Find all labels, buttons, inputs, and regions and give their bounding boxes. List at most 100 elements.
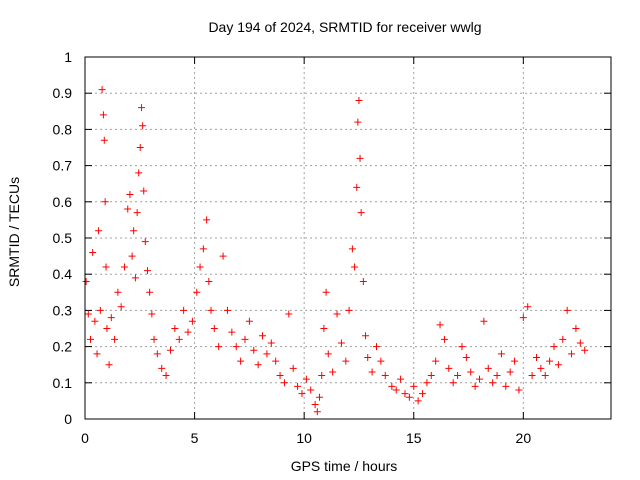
data-point [203,216,211,224]
data-point [423,379,431,387]
x-tick-label: 15 [406,430,422,446]
data-point [245,317,253,325]
data-point [550,343,558,351]
data-point [111,335,119,343]
data-point [153,350,161,358]
plot-frame [84,56,612,420]
data-point [89,248,97,256]
data-point [215,343,223,351]
data-point [124,205,132,213]
data-point [184,328,192,336]
data-point [563,306,571,314]
data-point [276,372,284,380]
data-point [82,277,90,285]
data-point [146,288,154,296]
data-point [436,321,444,329]
data-point [150,335,158,343]
data-point [171,325,179,332]
y-tick-label: 0.9 [53,85,73,101]
data-point [467,368,475,376]
data-point [126,191,134,199]
data-point [91,317,99,325]
x-tick-label: 10 [296,430,312,446]
data-point [392,386,400,394]
data-point [497,350,505,358]
data-point [272,357,280,365]
x-axis-label: GPS time / hours [291,458,398,474]
data-point [133,209,141,217]
data-point [357,209,365,217]
data-point [143,267,151,275]
data-point [342,357,350,365]
data-point [515,386,523,394]
y-tick-label: 0.3 [53,302,73,318]
data-point [298,390,306,398]
data-point [401,390,409,398]
data-point [546,357,554,365]
data-point [333,310,341,318]
data-point [322,288,330,296]
data-point [432,357,440,365]
data-point [148,310,156,318]
data-point [139,122,147,130]
y-tick-label: 0.2 [53,339,73,355]
data-point [368,368,376,376]
data-point [263,350,271,358]
data-point [337,339,345,347]
data-point [228,328,236,336]
data-point [166,346,174,354]
data-point [362,332,370,340]
data-point [524,303,532,311]
data-point [568,350,576,358]
data-point [528,372,536,380]
data-point [576,339,584,347]
data-point [348,245,356,253]
data-point [199,245,207,253]
data-point [397,375,405,383]
data-point [489,379,497,387]
data-point [462,353,470,361]
data-point [180,306,188,314]
data-point [414,397,422,405]
data-point [158,364,166,372]
y-tick-label: 0.7 [53,158,73,174]
data-point [377,357,385,365]
data-point [102,263,110,271]
data-point [128,252,136,260]
data-point [381,372,389,380]
data-point [120,263,128,271]
data-point [364,353,372,361]
data-point [99,111,107,119]
data-point [511,357,519,365]
data-point [86,335,94,343]
data-point [136,144,144,151]
data-point [267,339,275,347]
data-point [405,393,413,401]
data-point [519,314,527,322]
data-point [241,335,249,343]
data-points [82,86,589,416]
data-point [237,357,245,365]
data-point [100,136,108,144]
y-tick-label: 0.8 [53,121,73,137]
data-point [541,372,549,380]
data-point [506,368,514,376]
data-point [188,317,196,325]
data-point [307,386,315,394]
data-point [318,372,326,380]
data-point [84,310,92,318]
data-point [107,314,115,322]
data-point [254,361,262,369]
data-point [484,364,492,372]
data-point [294,382,302,390]
data-point [219,252,227,260]
data-point [427,372,435,380]
y-tick-label: 0.1 [53,375,73,391]
data-point [175,335,183,343]
data-point [493,372,501,380]
data-point [351,263,359,271]
data-point [101,198,109,206]
data-point [93,350,101,358]
data-point [554,361,562,369]
